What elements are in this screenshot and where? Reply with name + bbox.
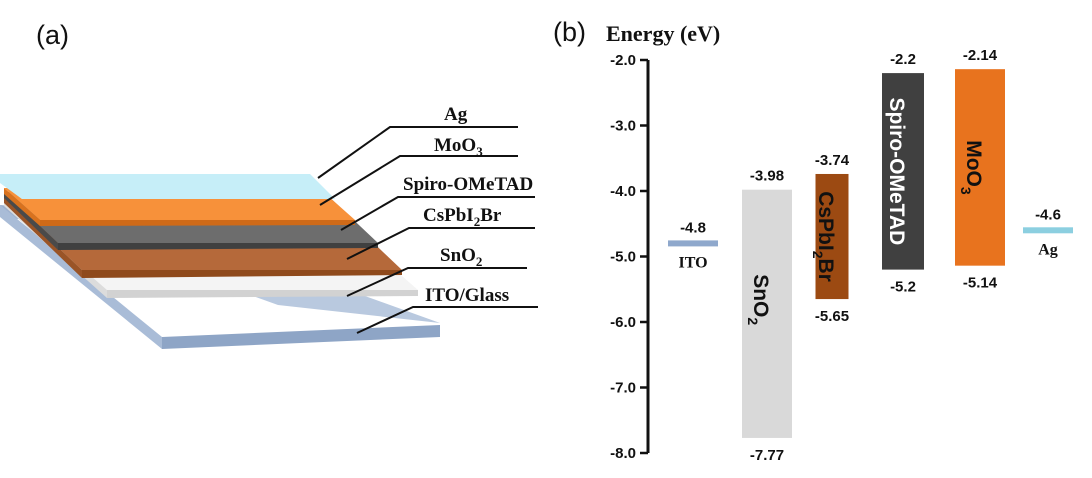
leader-ag (317, 126, 518, 179)
bar-moo3-name: MoO3 (958, 140, 985, 195)
bar-spiro-name: Spiro-OMeTAD (885, 97, 908, 245)
bar-cspbi2br-top-value: -3.74 (815, 152, 850, 169)
bar-moo3-top-value: -2.14 (963, 47, 998, 64)
bar-sno2-name: SnO2 (745, 274, 772, 325)
level-ag-value: -4.6 (1035, 206, 1061, 223)
bar-sno2 (742, 189, 792, 438)
level-ag-name: Ag (1038, 241, 1058, 258)
bar-cspbi2br-bottom-value: -5.65 (815, 308, 849, 325)
leader-sno2 (346, 267, 527, 297)
level-ag (1023, 227, 1073, 234)
bar-spiro (882, 73, 924, 270)
panel-a-label: (a) (36, 20, 69, 50)
bar-spiro-bottom-value: -5.2 (890, 279, 916, 296)
bar-sno2-bottom-value: -7.77 (750, 447, 784, 464)
bar-cspbi2br-name: CsPbI2Br (810, 191, 837, 282)
leader-lines (317, 126, 538, 334)
y-tick-label: -4.0 (610, 183, 636, 200)
label-cspbi2br: CsPbI2Br (423, 205, 502, 229)
leader-cspbi2br (346, 227, 535, 260)
y-tick-label: -3.0 (610, 118, 636, 135)
bar-moo3 (955, 69, 1005, 266)
y-tick-label: -5.0 (610, 249, 636, 266)
panel-b-label: (b) (553, 17, 586, 47)
bar-spiro-top-value: -2.2 (890, 51, 916, 68)
bar-cspbi2br (815, 173, 849, 300)
level-ito (668, 240, 718, 247)
y-axis: -2.0 -3.0 -4.0 -5.0 -6.0 -7.0 -8.0 (610, 52, 650, 462)
leader-ito (356, 306, 538, 334)
label-sno2: SnO2 (440, 245, 482, 269)
energy-levels: -4.8 ITO -3.98 -7.77 SnO2 -3.74 -5.65 CsPbI2Br -… (668, 47, 1073, 464)
layer-ag (0, 174, 335, 199)
label-moo3: MoO3 (434, 135, 483, 159)
device-stack (0, 174, 440, 349)
y-tick-label: -8.0 (610, 445, 636, 462)
y-tick-label: -6.0 (610, 314, 636, 331)
label-ito-glass: ITO/Glass (425, 285, 509, 306)
level-ito-value: -4.8 (680, 219, 706, 236)
label-ag: Ag (444, 104, 468, 125)
y-axis-title: Energy (eV) (606, 21, 720, 46)
leader-moo3 (319, 155, 518, 206)
bar-sno2-top-value: -3.98 (750, 168, 784, 185)
level-ito-name: ITO (678, 254, 707, 271)
leader-spiro (340, 196, 535, 231)
y-tick-label: -7.0 (610, 380, 636, 397)
label-spiro: Spiro-OMeTAD (403, 174, 533, 195)
bar-moo3-bottom-value: -5.14 (963, 275, 998, 292)
y-tick-label: -2.0 (610, 52, 636, 69)
